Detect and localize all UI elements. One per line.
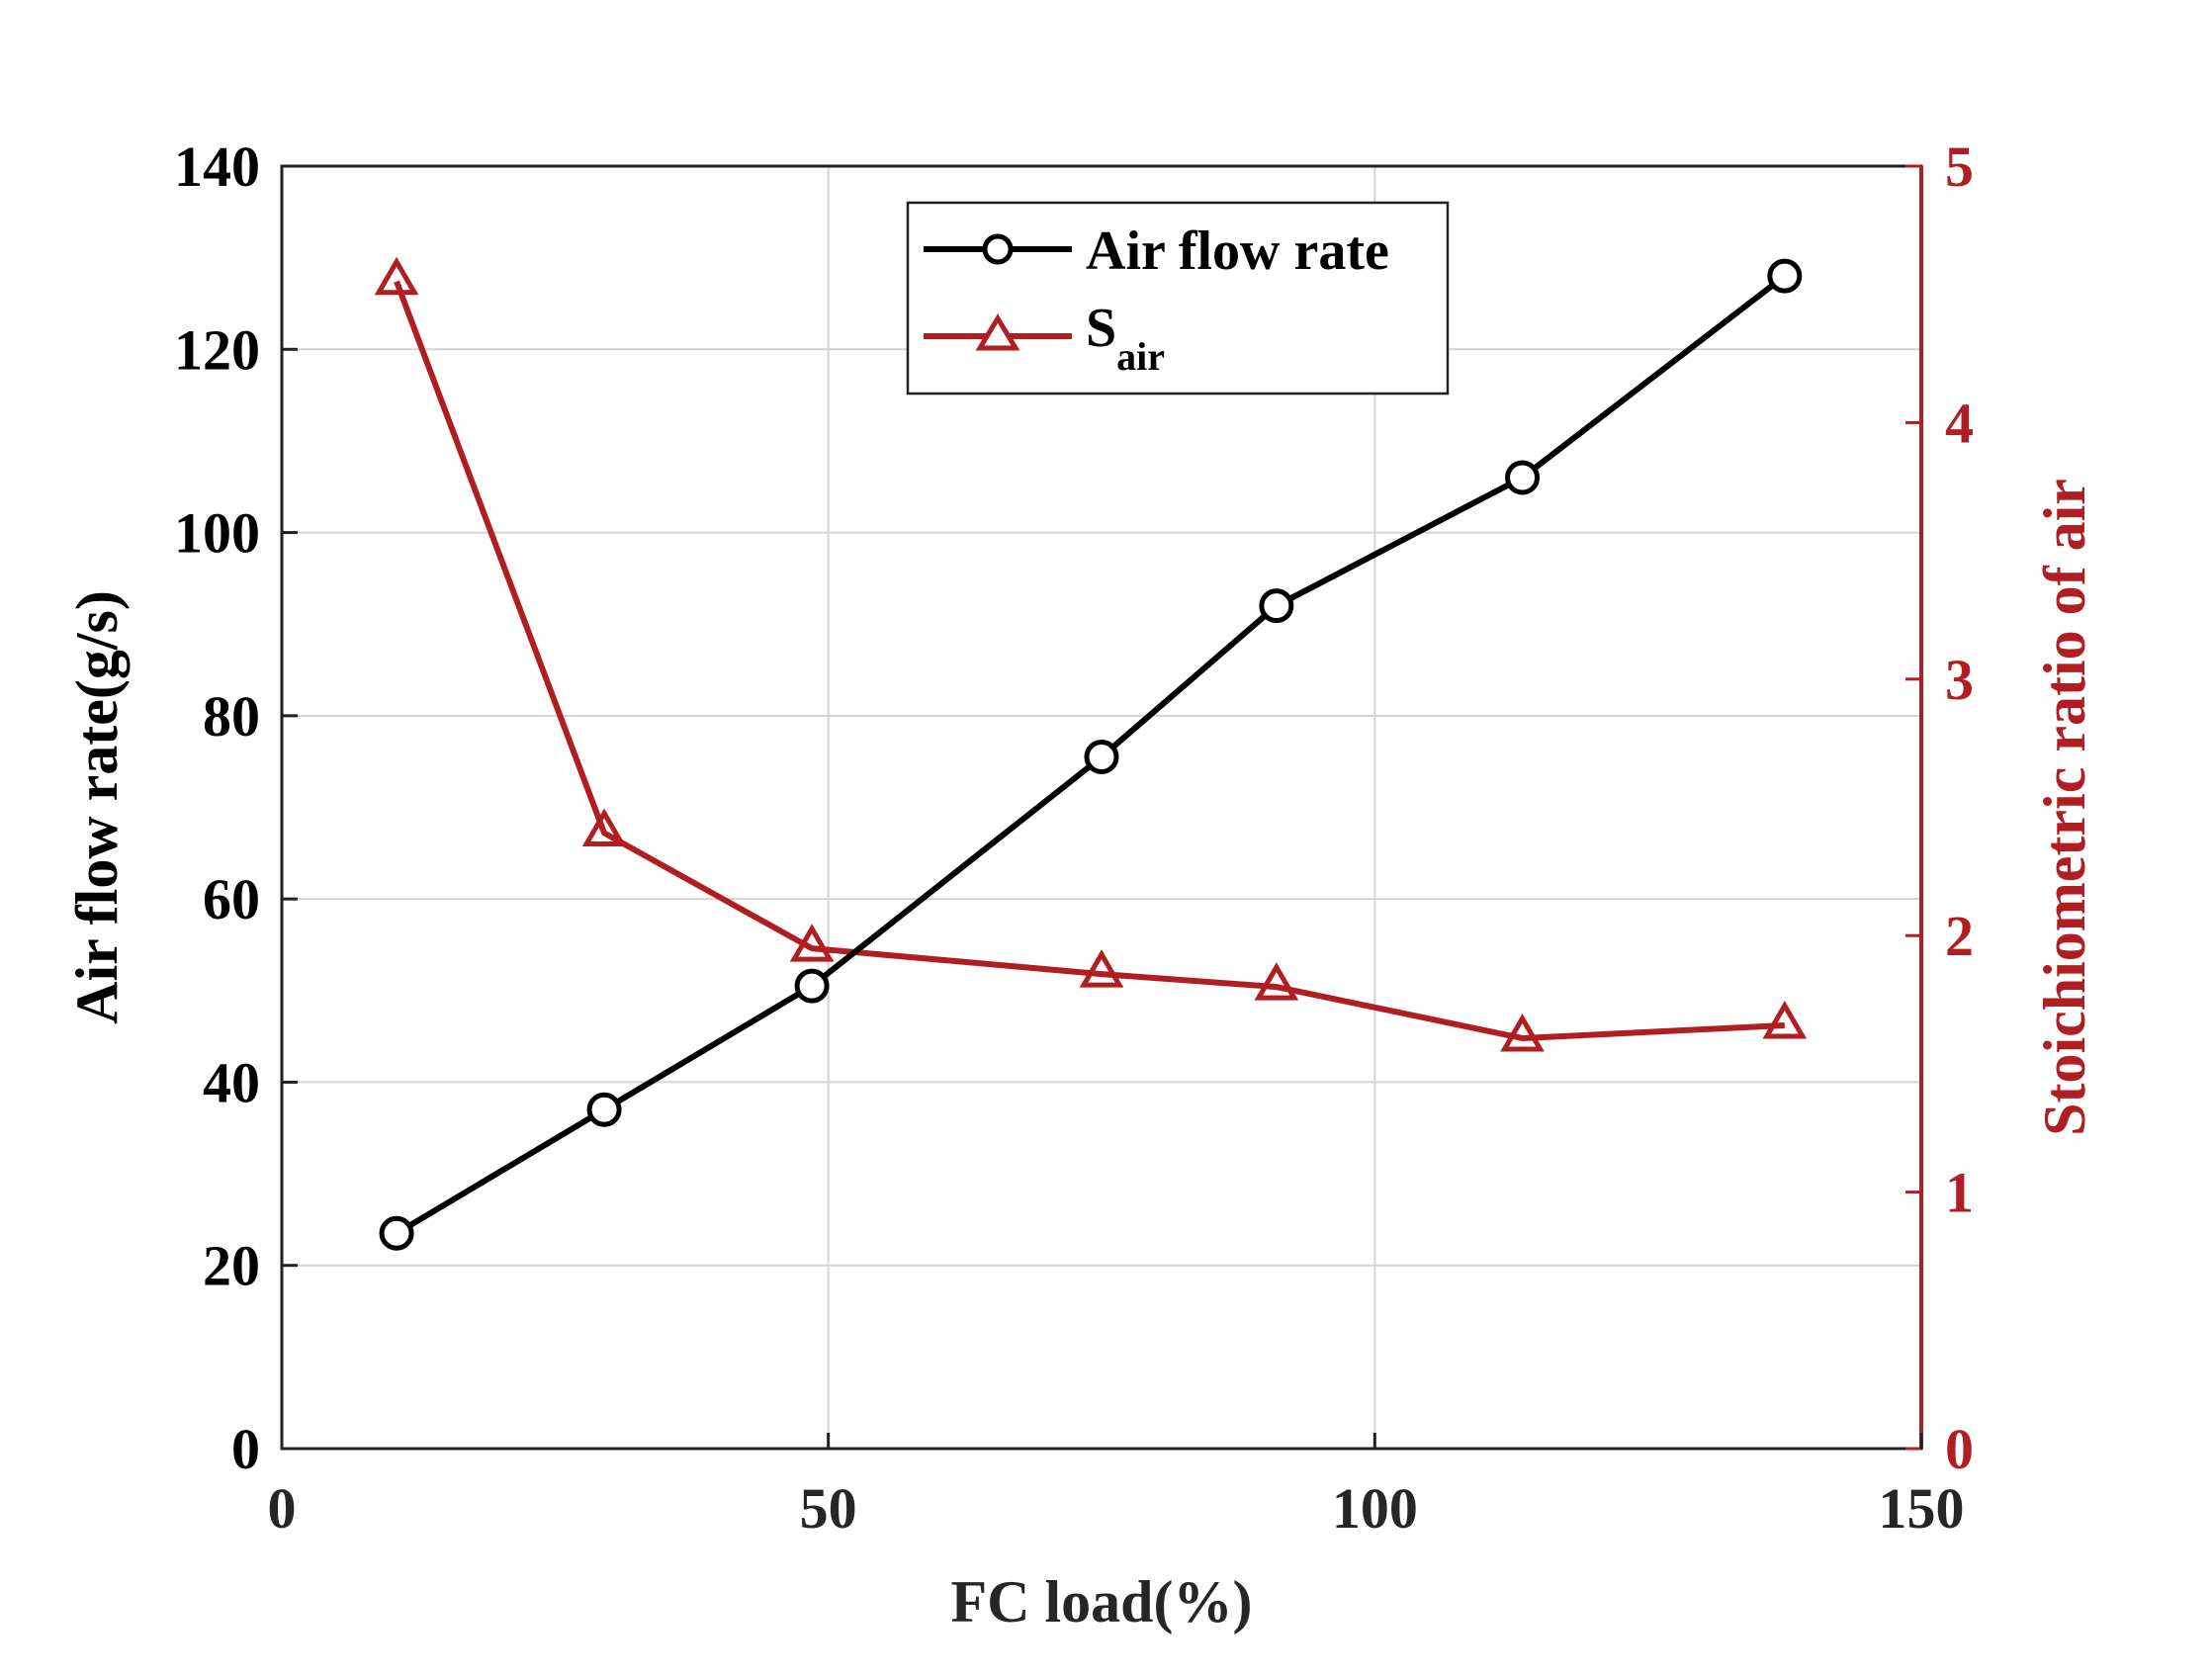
legend-label-air-flow-rate: Air flow rate xyxy=(1086,221,1389,282)
right-axis-tick-label: 2 xyxy=(1945,904,1974,968)
x-axis-tick-label: 100 xyxy=(1332,1476,1418,1541)
legend-label-sair-subscript: air xyxy=(1116,334,1165,379)
x-axis-tick-label: 150 xyxy=(1879,1476,1965,1541)
right-axis-tick-label: 4 xyxy=(1945,391,1974,455)
legend: Air flow rate Sair xyxy=(906,201,1450,396)
right-axis-tick-label: 1 xyxy=(1945,1161,1974,1225)
right-axis-label: Stoichiometric ratio of air xyxy=(2032,479,2097,1136)
sair-point-marker xyxy=(1500,1013,1545,1052)
left-axis: 0 20 40 60 80 100 120 140 xyxy=(174,134,298,1481)
air-flow-rate-point-marker xyxy=(1767,258,1803,294)
x-axis-label: FC load(%) xyxy=(951,1569,1253,1634)
air-flow-rate-point-marker xyxy=(1259,588,1294,624)
sair-point-marker xyxy=(374,256,419,296)
right-axis: 0 1 2 3 4 5 xyxy=(1905,134,1974,1481)
left-axis-tick-label: 80 xyxy=(203,684,260,749)
air-flow-rate-point-marker xyxy=(794,968,830,1004)
sair-point-marker xyxy=(789,924,835,962)
legend-label-sair: Sair xyxy=(1086,298,1165,379)
sair-point-marker xyxy=(1079,949,1124,988)
x-axis-tick-label: 0 xyxy=(268,1476,297,1541)
legend-marker-triangle xyxy=(975,313,1020,351)
left-axis-tick-label: 120 xyxy=(174,317,260,382)
legend-label-sair-main: S xyxy=(1086,298,1116,359)
x-axis-tick-label: 50 xyxy=(800,1476,857,1541)
left-axis-tick-label: 0 xyxy=(231,1417,260,1481)
right-axis-tick-label: 5 xyxy=(1945,134,1974,199)
sair-point-marker xyxy=(1254,962,1299,1001)
right-axis-tick-label: 0 xyxy=(1945,1417,1974,1481)
air-flow-rate-point-marker xyxy=(379,1215,414,1251)
air-flow-rate-point-marker xyxy=(586,1092,622,1127)
left-axis-tick-label: 20 xyxy=(203,1234,260,1298)
air-flow-rate-point-marker xyxy=(1505,460,1541,495)
series-layer xyxy=(374,256,1808,1251)
left-axis-tick-label: 100 xyxy=(174,501,260,566)
left-axis-tick-label: 60 xyxy=(203,867,260,931)
air-flow-rate-point-marker xyxy=(1084,740,1119,775)
x-axis: 0 50 100 150 xyxy=(268,1433,1965,1541)
left-axis-label: Air flow rate(g/s) xyxy=(64,590,130,1024)
right-axis-tick-label: 3 xyxy=(1945,648,1974,712)
sair-point-marker xyxy=(1762,1001,1808,1039)
sair-point-marker xyxy=(581,808,627,846)
left-axis-tick-label: 40 xyxy=(203,1050,260,1114)
series-line-sair xyxy=(394,280,1785,1041)
left-axis-tick-label: 140 xyxy=(174,134,260,199)
legend-marker-circle xyxy=(982,233,1014,265)
